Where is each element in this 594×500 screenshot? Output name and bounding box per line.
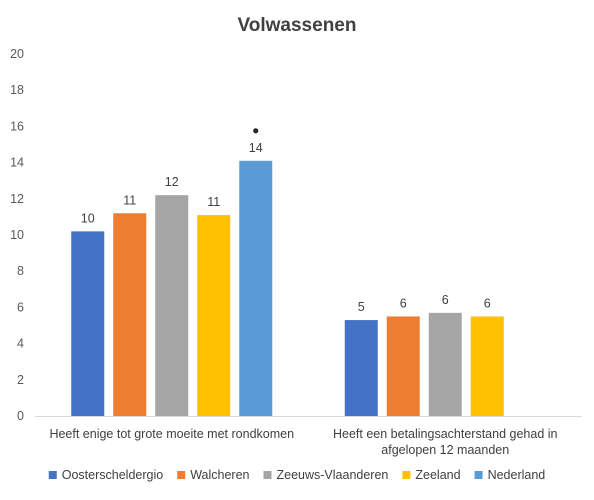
legend-swatch (474, 471, 483, 479)
bar (71, 231, 105, 416)
y-tick-label: 0 (17, 409, 24, 423)
data-label: 6 (442, 293, 449, 307)
bar (239, 160, 273, 416)
legend-swatch (177, 471, 186, 479)
legend-label: Walcheren (190, 468, 249, 482)
data-label: 12 (165, 175, 179, 189)
y-axis: 0 2 4 6 8 10 12 14 16 18 20 (10, 47, 24, 423)
legend-swatch (402, 471, 411, 479)
legend-label: Oosterscheldergio (62, 468, 163, 482)
x-category-label: afgelopen 12 maanden (381, 443, 509, 457)
bar (428, 312, 462, 416)
y-tick-label: 8 (17, 264, 24, 278)
legend-item: Walcheren (177, 468, 250, 482)
legend-item: Zeeuws-Vlaanderen (263, 468, 389, 482)
data-label: 6 (400, 296, 407, 310)
x-category-label: Heeft enige tot grote moeite met rondkom… (49, 427, 294, 441)
y-tick-label: 16 (10, 119, 24, 133)
legend-label: Zeeland (415, 468, 460, 482)
bar (113, 213, 147, 416)
legend-item: Zeeland (402, 468, 461, 482)
legend-item: Oosterscheldergio (48, 468, 163, 482)
chart-title: Volwassenen (238, 15, 357, 36)
bars (71, 160, 504, 416)
y-tick-label: 4 (17, 337, 24, 351)
data-label: 10 (81, 211, 95, 225)
y-tick-label: 2 (17, 373, 24, 387)
data-label: 14 (249, 141, 263, 155)
legend-swatch (263, 471, 272, 479)
bar (155, 195, 189, 416)
x-axis: Heeft enige tot grote moeite met rondkom… (35, 416, 582, 457)
y-tick-label: 12 (10, 192, 24, 206)
significance-markers (253, 128, 259, 134)
legend-label: Zeeuws-Vlaanderen (277, 468, 389, 482)
bar (197, 215, 231, 416)
data-label: 11 (123, 193, 136, 207)
data-label: 11 (207, 195, 220, 209)
y-tick-label: 20 (10, 47, 24, 61)
y-tick-label: 10 (10, 228, 24, 242)
bar (386, 316, 420, 416)
data-label: 5 (358, 300, 365, 314)
significance-dot (253, 128, 259, 134)
y-tick-label: 14 (10, 156, 24, 170)
y-tick-label: 6 (17, 300, 24, 314)
data-label: 6 (484, 296, 491, 310)
legend-swatch (48, 471, 57, 479)
x-category-label: Heeft een betalingsachterstand gehad in (333, 427, 558, 441)
bar (470, 316, 504, 416)
legend: Oosterscheldergio Walcheren Zeeuws-Vlaande… (48, 468, 546, 482)
bar (344, 320, 378, 416)
legend-label: Nederland (488, 468, 546, 482)
legend-item: Nederland (474, 468, 546, 482)
data-labels: 10 11 12 11 14 5 6 6 6 (81, 141, 491, 314)
y-tick-label: 18 (10, 83, 24, 97)
